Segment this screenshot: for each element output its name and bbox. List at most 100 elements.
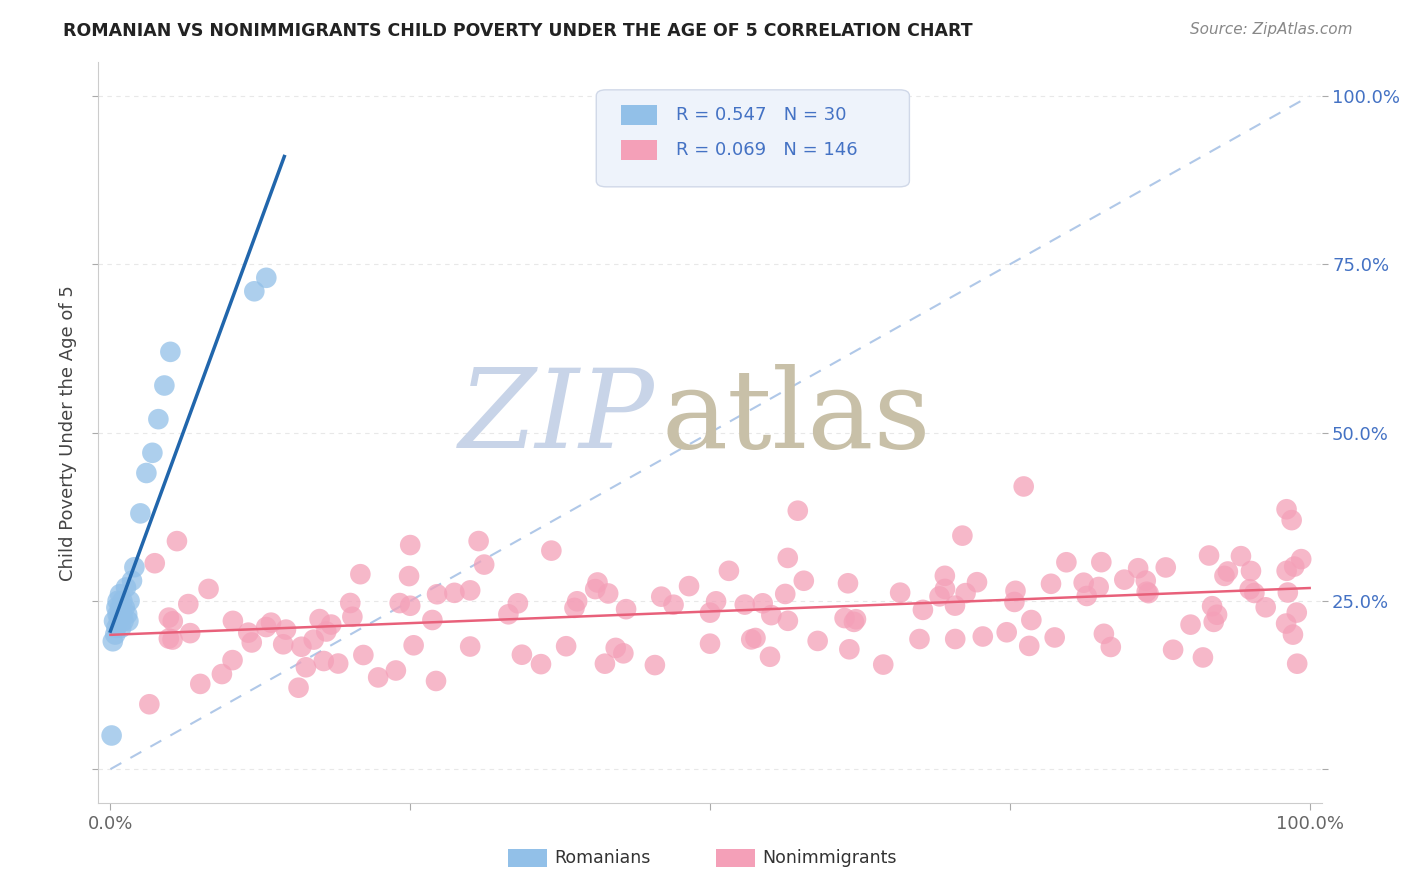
Point [162, 632, 184, 647]
Point [312, 654, 335, 668]
Point [254, 270, 277, 285]
Point [1275, 502, 1298, 516]
Point [1192, 650, 1215, 665]
Point [889, 585, 911, 599]
Point [510, 648, 533, 662]
Point [238, 625, 260, 640]
Point [388, 596, 411, 610]
Point [1277, 585, 1299, 599]
Point [612, 646, 634, 660]
Point [108, 614, 129, 628]
Point [943, 632, 966, 646]
Point [295, 660, 318, 674]
Point [222, 614, 245, 628]
Text: atlas: atlas [661, 364, 931, 471]
Point [950, 528, 973, 542]
Point [458, 640, 481, 654]
Point [1054, 555, 1077, 569]
Point [117, 614, 139, 628]
Point [1099, 640, 1122, 654]
Point [1240, 564, 1263, 578]
Point [321, 617, 343, 632]
Point [105, 621, 128, 635]
Point [1073, 575, 1095, 590]
Point [103, 614, 125, 628]
Point [1206, 607, 1229, 622]
Point [287, 681, 309, 695]
Point [1281, 513, 1303, 527]
Point [1154, 560, 1177, 574]
Point [699, 637, 721, 651]
Point [153, 378, 176, 392]
Point [328, 657, 350, 671]
Point [1043, 631, 1066, 645]
Point [197, 582, 219, 596]
Point [398, 569, 420, 583]
Point [1198, 549, 1220, 563]
Point [339, 596, 361, 610]
FancyBboxPatch shape [508, 849, 547, 867]
Point [699, 606, 721, 620]
Point [1284, 559, 1306, 574]
Point [842, 615, 865, 629]
Point [530, 657, 553, 672]
Point [1285, 606, 1308, 620]
Point [1087, 580, 1109, 594]
Point [274, 623, 297, 637]
Point [143, 556, 166, 570]
Point [834, 611, 856, 625]
Text: ZIP: ZIP [460, 364, 655, 472]
Point [157, 632, 180, 646]
Point [1275, 564, 1298, 578]
Point [678, 579, 700, 593]
Point [776, 614, 799, 628]
Point [1018, 639, 1040, 653]
Point [934, 569, 956, 583]
Point [385, 664, 408, 678]
Point [540, 543, 562, 558]
Point [1201, 599, 1223, 614]
Point [342, 609, 364, 624]
Point [928, 590, 950, 604]
Point [1216, 565, 1239, 579]
Point [759, 649, 782, 664]
Point [644, 658, 666, 673]
FancyBboxPatch shape [620, 140, 658, 161]
Point [1213, 569, 1236, 583]
Point [838, 642, 860, 657]
Point [1243, 586, 1265, 600]
Point [254, 620, 277, 634]
Point [157, 610, 180, 624]
Point [1114, 573, 1136, 587]
Text: Romanians: Romanians [555, 849, 651, 867]
Point [402, 638, 425, 652]
Point [1289, 552, 1312, 566]
Point [162, 614, 184, 628]
Point [100, 729, 122, 743]
Point [498, 607, 520, 622]
Point [717, 564, 740, 578]
Point [564, 601, 586, 615]
Point [105, 600, 128, 615]
Point [115, 581, 138, 595]
Point [934, 582, 956, 596]
Point [221, 653, 243, 667]
Point [1092, 627, 1115, 641]
Point [107, 594, 129, 608]
Point [425, 673, 447, 688]
Point [121, 574, 143, 588]
Point [148, 412, 170, 426]
Point [1136, 584, 1159, 599]
Point [135, 466, 157, 480]
Point [955, 586, 977, 600]
Point [240, 635, 263, 649]
Point [399, 599, 422, 613]
Point [845, 612, 868, 626]
Point [302, 632, 325, 647]
Point [734, 598, 756, 612]
Point [118, 594, 141, 608]
Point [426, 587, 449, 601]
FancyBboxPatch shape [716, 849, 755, 867]
Point [1286, 657, 1309, 671]
Point [271, 637, 294, 651]
